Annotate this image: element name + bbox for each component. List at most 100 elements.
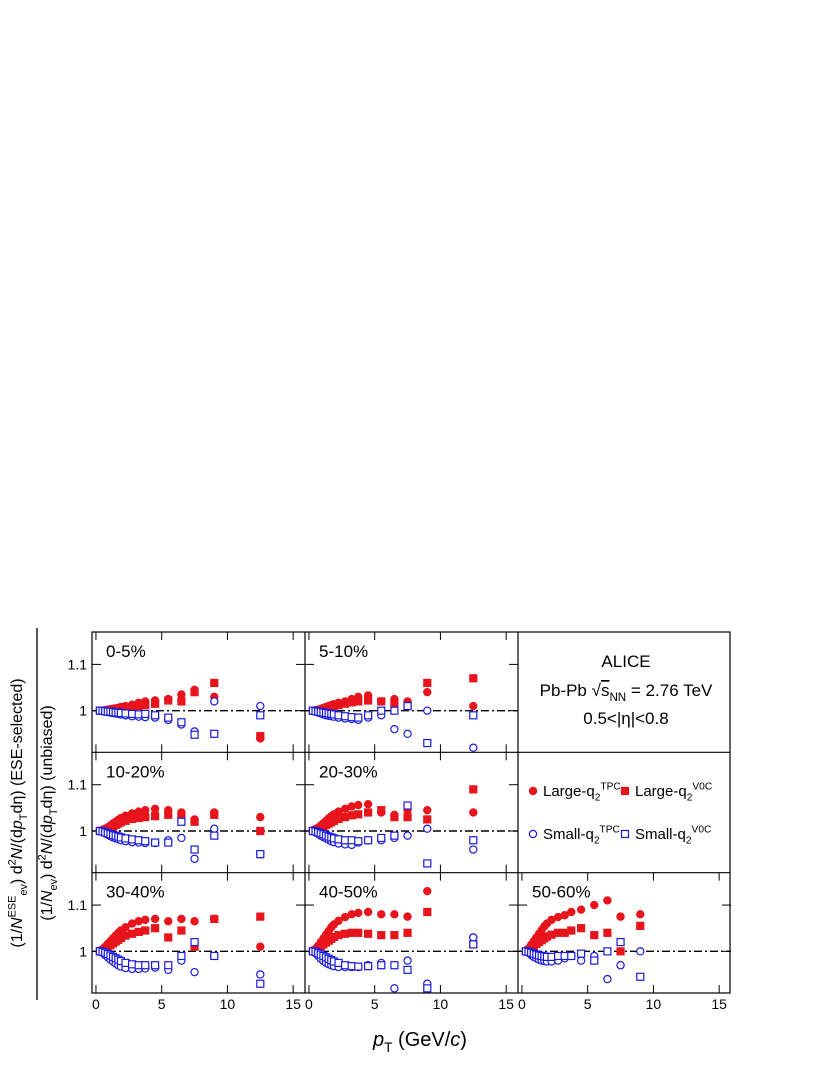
text-part: V0C [692,782,712,793]
text-part: 2 [594,836,600,847]
x-tick-label: 5 [584,996,592,1012]
x-tick-label: 5 [158,996,166,1012]
marker [377,961,386,970]
marker [210,697,219,706]
marker [354,928,363,937]
marker [164,933,173,942]
marker [377,806,386,815]
text-part: V0C [692,825,712,836]
marker [190,967,199,977]
marker [577,924,586,933]
marker [256,711,265,720]
marker [121,931,130,940]
marker [128,702,137,712]
marker [423,815,432,824]
marker [210,729,219,738]
frame-outer [91,631,731,994]
marker [469,785,478,794]
marker [403,813,412,822]
marker [403,701,412,711]
marker [554,951,563,961]
marker [256,850,265,859]
marker [150,804,160,813]
marker [134,917,143,926]
text-part: Pb-Pb √ [540,681,602,700]
panel-frames [91,631,731,994]
panel-label: 0-5% [106,642,146,661]
marker [423,738,432,748]
marker [603,947,612,956]
marker [576,956,586,965]
marker [469,933,478,942]
marker [334,916,343,925]
marker [403,912,412,921]
text-part: /(d [39,824,56,843]
marker [177,817,186,826]
marker [560,928,569,937]
text-part: ESE [6,896,18,918]
marker [177,690,186,699]
marker [151,711,160,720]
marker [256,970,265,979]
legend-label: Large-q2V0C [635,782,712,804]
marker [141,805,150,815]
text-part: (GeV/ [392,1029,450,1051]
marker [256,812,265,822]
marker [121,923,130,932]
text-part: TPC [600,782,620,793]
marker [190,917,199,926]
marker [341,712,350,721]
panel-label: 5-10% [319,642,368,661]
marker [423,859,432,868]
marker [121,816,130,825]
marker [164,961,173,970]
marker [364,836,373,845]
marker [616,961,625,970]
marker [377,697,386,706]
x-tick-label: 10 [433,996,449,1012]
marker [141,709,150,719]
marker [210,678,219,688]
marker [141,926,150,935]
marker [547,952,556,961]
marker [190,730,199,739]
text-part: c [450,1029,460,1051]
marker [590,931,599,940]
x-tick-label: 15 [285,996,301,1012]
marker [334,701,343,710]
marker [377,706,386,715]
text-part: ) d [9,865,26,884]
marker [469,674,478,683]
marker [603,896,612,905]
text-part: p [9,820,26,830]
marker [164,696,173,705]
marker [567,907,576,917]
x-tick-label: 0 [92,996,100,1012]
marker [469,940,478,949]
text-part: p [372,1029,384,1051]
marker [377,833,386,843]
marker [134,710,143,719]
text-part: 2 [686,836,692,847]
marker [423,824,432,833]
marker [121,958,130,968]
y-label-denominator: (1/Nev) d2N/(dpTdη) (unbiased) [36,705,60,920]
text-part: 2 [687,793,693,804]
marker [210,810,219,819]
marker [364,808,373,817]
marker [403,831,412,840]
marker [390,813,399,822]
x-tick-label: 15 [711,996,727,1012]
marker [469,701,478,711]
marker [354,837,363,846]
x-tick-label: 5 [371,996,379,1012]
marker [390,724,399,734]
panel-label: 10-20% [106,762,165,781]
marker [364,696,373,705]
marker [341,836,350,845]
text-part: T [18,813,30,820]
marker [256,912,265,921]
marker [128,814,137,824]
marker [390,984,399,993]
marker [347,836,356,845]
